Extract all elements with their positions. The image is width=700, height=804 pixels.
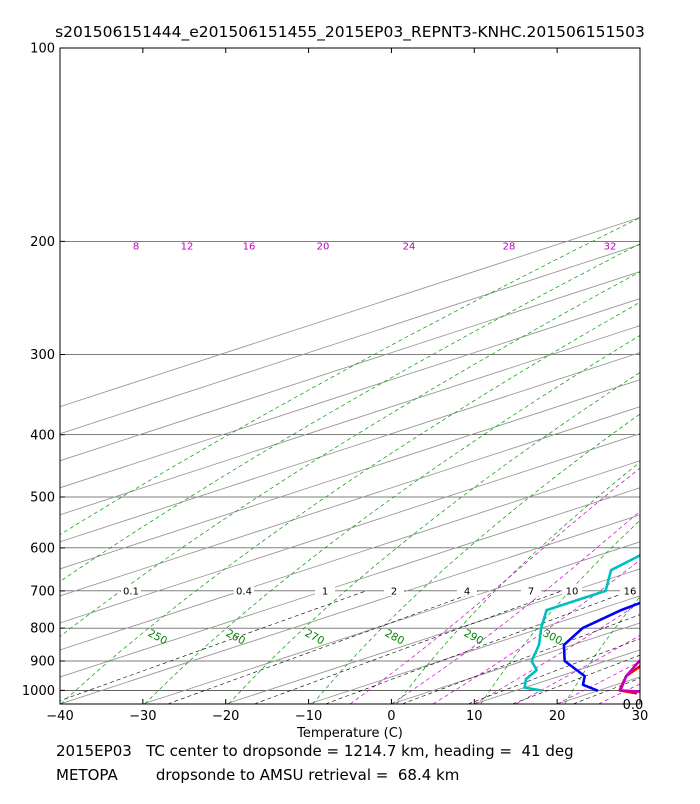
dry-adiabat-line <box>397 48 700 704</box>
series-line <box>525 428 700 691</box>
y-tick-label: 900 <box>30 654 55 669</box>
footer-line-2: METOPA dropsonde to AMSU retrieval = 68.… <box>56 766 459 784</box>
moist-adiabat-line <box>516 48 700 704</box>
isotherm-line <box>0 48 700 704</box>
isotherm-line <box>0 48 700 704</box>
isotherm-line <box>0 48 700 704</box>
footer-line-1: 2015EP03 TC center to dropsonde = 1214.7… <box>56 742 574 760</box>
isotherm-line <box>226 48 700 704</box>
mixing-ratio-line <box>573 591 700 704</box>
chart-title: s201506151444_e201506151455_2015EP03_REP… <box>55 23 645 42</box>
moist-adiabat-line <box>681 48 700 704</box>
profile-series <box>525 48 700 693</box>
moist-adiabat-label: 16 <box>243 241 256 252</box>
moist-adiabat-label: 28 <box>503 241 516 252</box>
dry-adiabat-line <box>0 48 700 704</box>
y-tick-label: 700 <box>30 584 55 599</box>
x-tick-label: 0 <box>387 709 395 724</box>
x-tick-label: −10 <box>295 709 322 724</box>
isotherm-line <box>0 48 700 704</box>
isotherm-line <box>0 48 700 704</box>
y-tick-label: 200 <box>30 235 55 250</box>
mixing-ratio-label: 16 <box>624 586 637 597</box>
x-tick-label: 20 <box>549 709 566 724</box>
y-tick-label: 800 <box>30 622 55 637</box>
y-tick-label: 100 <box>30 42 55 57</box>
isotherm-line <box>0 48 700 704</box>
mixing-ratio-label: 10 <box>566 586 579 597</box>
plot-frame <box>60 48 640 704</box>
mixing-ratio-label: 1 <box>322 586 328 597</box>
mixing-ratio-label: 4 <box>464 586 470 597</box>
mixing-ratio-label: 0.1 <box>123 586 139 597</box>
isotherm-line <box>0 48 700 704</box>
moist-adiabat-label: 8 <box>133 241 139 252</box>
dry-adiabat-line <box>145 48 700 704</box>
isotherm-line <box>0 48 700 704</box>
x-tick-label: −30 <box>129 709 156 724</box>
moist-adiabat-label: 32 <box>604 241 617 252</box>
corner-label: 0.0 <box>623 698 644 713</box>
isotherm-line <box>0 48 700 704</box>
moist-adiabat-line <box>640 48 700 704</box>
mixing-ratio-line <box>254 591 561 704</box>
isotherm-line <box>474 48 700 704</box>
dry-adiabat-line <box>61 48 700 704</box>
x-tick-label: −40 <box>46 709 73 724</box>
isotherm-line <box>143 48 700 704</box>
mixing-ratio-line <box>326 591 630 704</box>
x-tick-label: −20 <box>212 709 239 724</box>
dry-adiabat-line <box>0 48 700 704</box>
moist-adiabat-label: 20 <box>317 241 330 252</box>
moist-adiabat-label: 24 <box>403 241 416 252</box>
dry-adiabat-label: 270 <box>303 627 326 647</box>
mixing-ratio-line <box>513 591 700 704</box>
moist-adiabat-line <box>599 48 700 704</box>
mixing-ratio-label: 0.4 <box>236 586 252 597</box>
mixing-ratio-line <box>168 591 479 704</box>
moist-adiabat-line <box>474 48 700 704</box>
isotherm-line <box>640 48 700 704</box>
dry-adiabat-line <box>229 48 700 704</box>
background-lines <box>0 48 700 704</box>
isotherm-line <box>309 48 700 704</box>
isotherm-line <box>0 48 700 704</box>
moist-adiabat-line <box>433 48 700 704</box>
mixing-ratio-label: 7 <box>528 586 534 597</box>
isotherm-line <box>60 48 700 704</box>
moist-adiabat-line <box>557 48 700 704</box>
isotherm-line <box>0 48 700 704</box>
dry-adiabat-line <box>313 48 700 704</box>
dry-adiabat-label: 280 <box>383 627 406 647</box>
moist-adiabat-label: 12 <box>181 241 194 252</box>
y-tick-label: 1000 <box>22 684 55 699</box>
dry-adiabat-line <box>649 48 700 704</box>
x-axis-label: Temperature (C) <box>296 726 403 741</box>
y-tick-label: 300 <box>30 348 55 363</box>
dry-adiabat-line <box>0 48 700 704</box>
y-tick-label: 500 <box>30 491 55 506</box>
series-line <box>620 435 700 693</box>
y-tick-label: 400 <box>30 428 55 443</box>
isotherm-line <box>557 48 700 704</box>
dry-adiabat-label: 250 <box>146 627 169 647</box>
dry-adiabat-label: 290 <box>462 627 485 647</box>
y-tick-label: 600 <box>30 541 55 556</box>
mixing-ratio-label: 2 <box>391 586 397 597</box>
x-tick-label: 10 <box>466 709 483 724</box>
